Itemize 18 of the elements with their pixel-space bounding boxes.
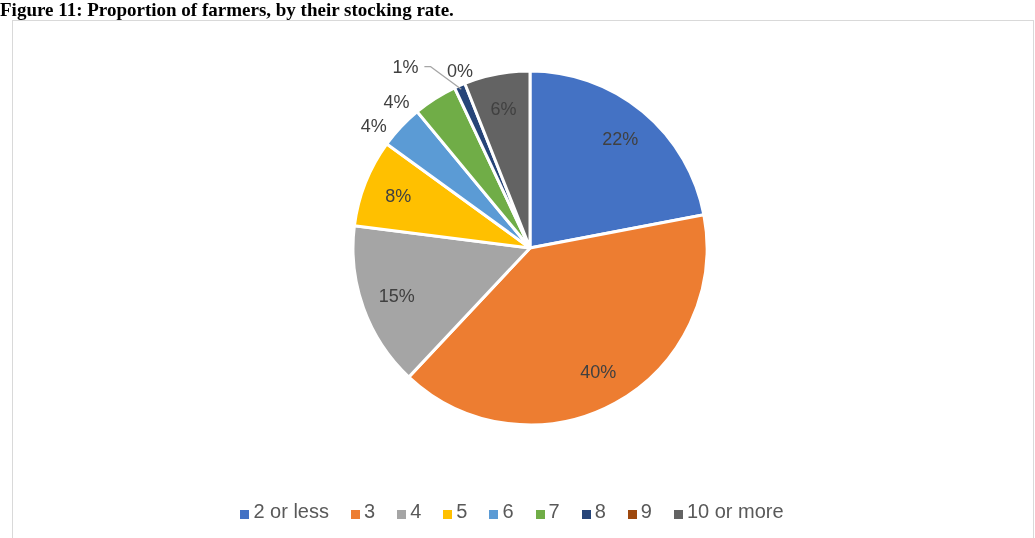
- legend-label: 3: [364, 500, 376, 522]
- legend-label: 6: [502, 500, 514, 522]
- legend-label: 9: [640, 500, 652, 522]
- legend-label: 10 or more: [686, 500, 784, 522]
- legend-label: 4: [410, 500, 422, 522]
- legend-label: 5: [456, 500, 468, 522]
- data-label: 40%: [580, 362, 617, 383]
- data-label: 22%: [602, 128, 639, 149]
- data-label: 4%: [360, 116, 387, 137]
- data-label: 1%: [392, 56, 419, 77]
- legend-label: 7: [548, 500, 560, 522]
- legend-label: 2 or less: [253, 500, 329, 522]
- data-label: 8%: [385, 185, 412, 206]
- legend-label: 8: [594, 500, 606, 522]
- data-label: 15%: [378, 285, 415, 306]
- chart-title: Figure 11: Proportion of farmers, by their stocking rate.: [0, 0, 454, 20]
- data-label: 4%: [383, 92, 410, 113]
- text: 0%: [446, 60, 473, 81]
